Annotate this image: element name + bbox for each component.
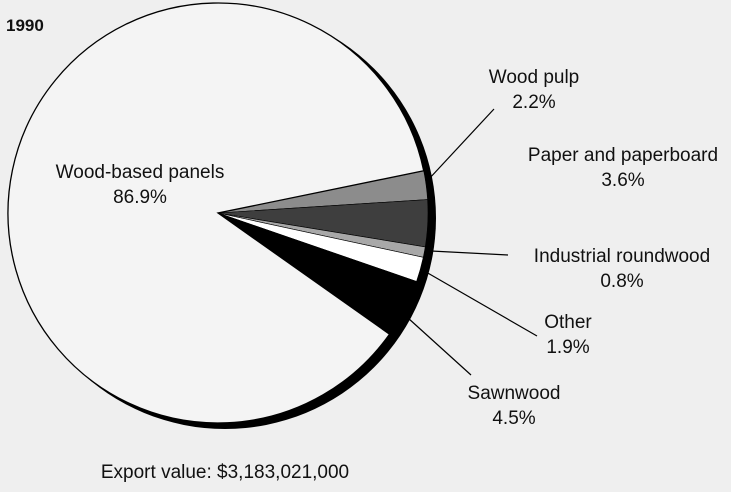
slice-value: 0.8%: [600, 271, 643, 292]
slice-value: 4.5%: [492, 408, 535, 429]
leader-line: [427, 108, 495, 181]
slice-name: Wood-based panels: [56, 162, 225, 183]
slice-name: Other: [544, 312, 592, 333]
slice-label-other: Other 1.9%: [544, 312, 592, 358]
slice-label-sawnwood: Sawnwood 4.5%: [468, 383, 561, 429]
slice-name: Paper and paperboard: [528, 145, 718, 166]
slice-value: 1.9%: [546, 337, 589, 358]
export-value-caption: Export value: $3,183,021,000: [101, 462, 349, 483]
pie-slice-wood-based-panels: [7, 2, 425, 424]
slice-value: 2.2%: [512, 92, 555, 113]
leader-line: [430, 250, 509, 256]
slice-label-wood-based-panels: Wood-based panels 86.9%: [56, 162, 225, 208]
slice-labels: Wood-based panels 86.9% Wood pulp 2.2% Paper…: [56, 67, 718, 429]
pie-slices: [7, 2, 429, 424]
chart-title: 1990: [6, 16, 44, 35]
slice-name: Industrial roundwood: [534, 246, 710, 267]
slice-value: 86.9%: [113, 187, 167, 208]
slice-value: 3.6%: [601, 170, 644, 191]
leader-lines: [407, 108, 538, 376]
slice-name: Wood pulp: [489, 67, 580, 88]
leader-line: [425, 271, 538, 337]
slice-name: Sawnwood: [468, 383, 561, 404]
slice-label-wood-pulp: Wood pulp 2.2%: [489, 67, 580, 113]
slice-label-paper-and-paperboard: Paper and paperboard 3.6%: [528, 145, 718, 191]
leader-line: [407, 317, 472, 376]
slice-label-industrial-roundwood: Industrial roundwood 0.8%: [534, 246, 710, 292]
